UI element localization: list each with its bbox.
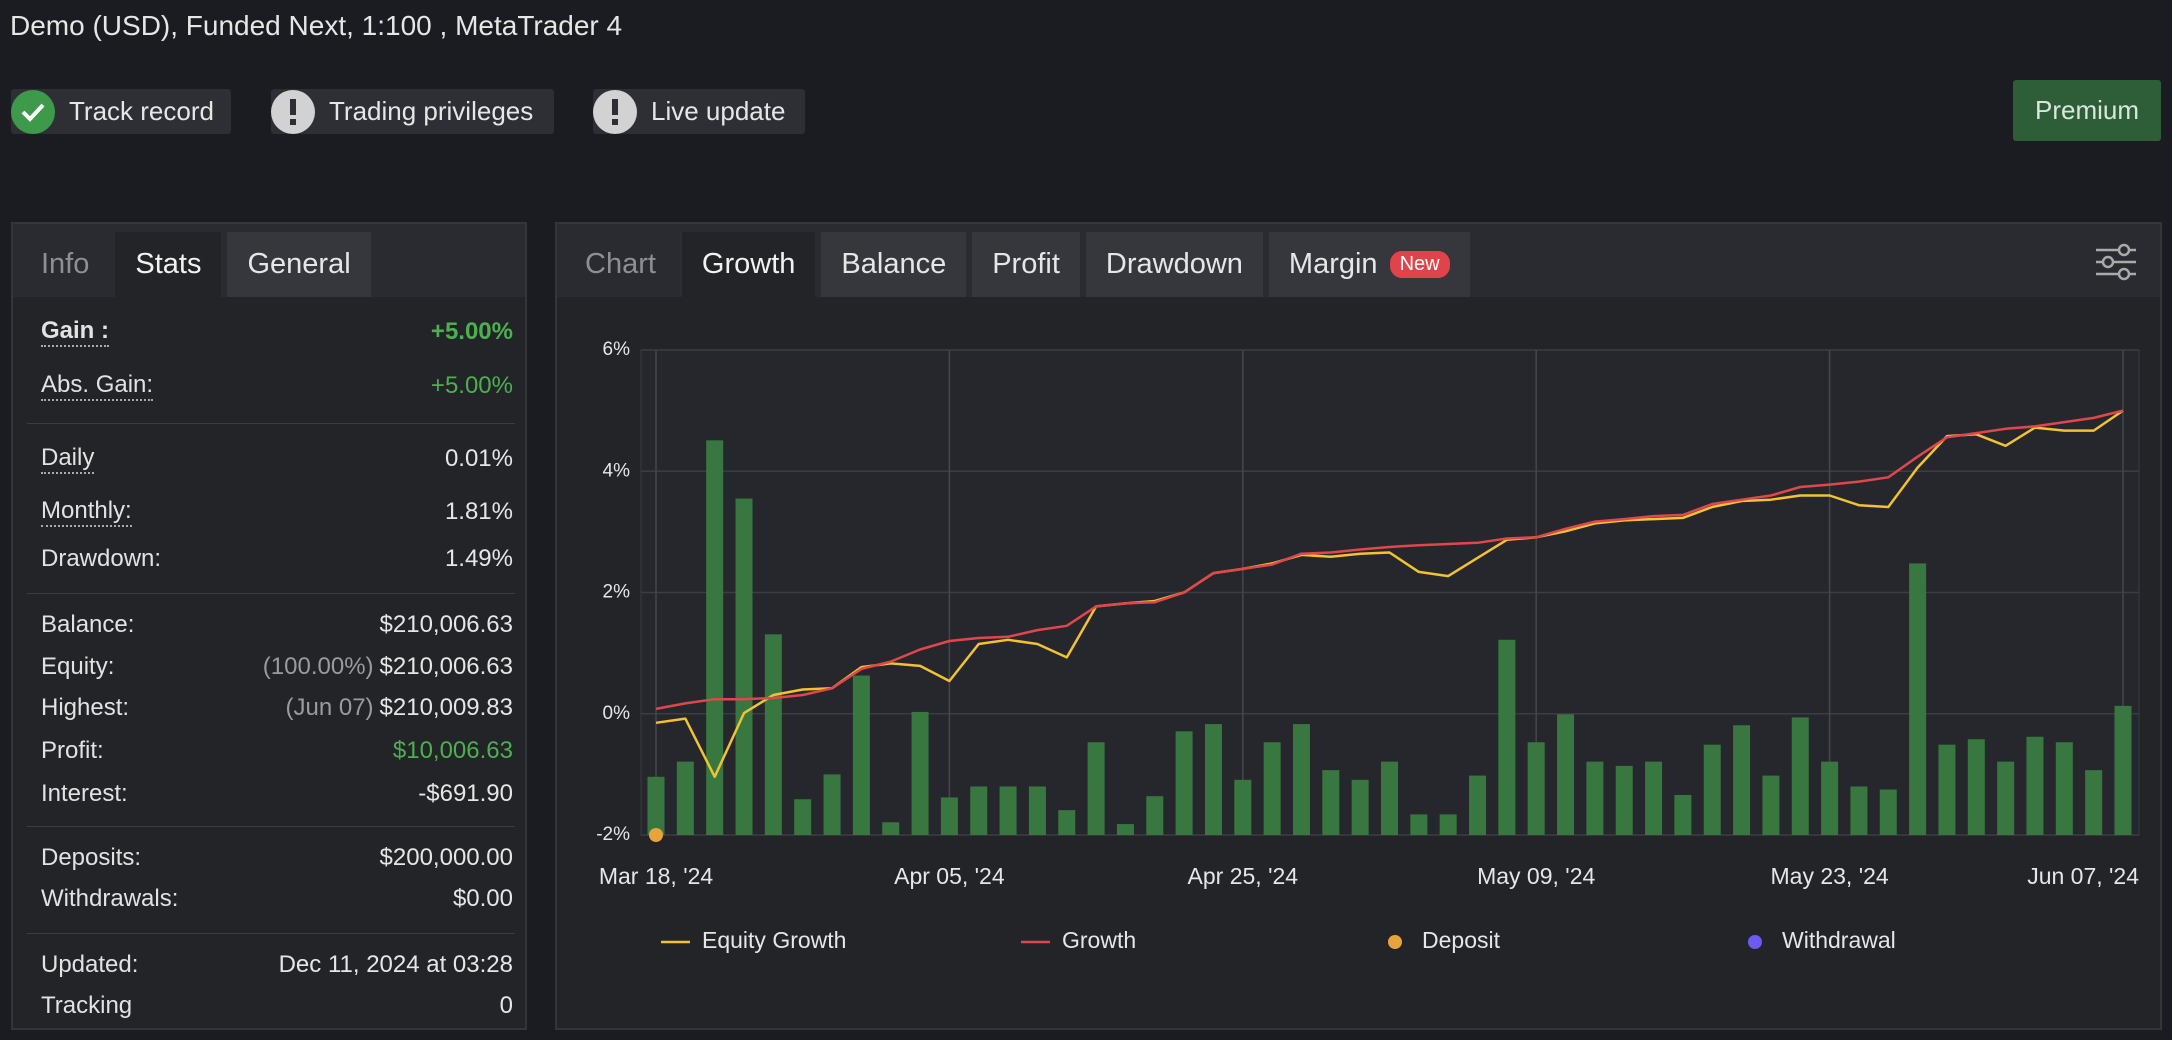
badge: Live update	[593, 89, 805, 134]
stat-value: $0.00	[452, 885, 513, 912]
badge-label: Trading privileges	[329, 96, 534, 126]
settings-icon[interactable]	[2094, 242, 2138, 282]
stat-value: Dec 11, 2024 at 03:28	[278, 951, 513, 978]
stat-value-wrap: 0.01%	[445, 445, 513, 473]
tab[interactable]: Stats	[115, 232, 222, 297]
stat-value: 1.81%	[444, 498, 513, 525]
stat-label: Tracking	[41, 992, 133, 1019]
tab-label: Profit	[992, 248, 1060, 280]
stat-value: +5.00%	[430, 372, 513, 399]
stat-value-wrap: $210,006.63	[380, 611, 513, 639]
badge-icon	[593, 89, 637, 134]
stat-label: Gain :	[41, 317, 110, 347]
badge-label: Track record	[69, 96, 214, 126]
stat-label: Interest:	[41, 780, 128, 807]
tab-label: Growth	[701, 248, 796, 280]
stat-note: (Jun 07)	[285, 694, 374, 721]
stat-label: Updated:	[41, 951, 139, 978]
stat-value-wrap: +5.00%	[431, 372, 513, 400]
stats-tabs: Info Stats General	[13, 224, 525, 297]
stat-label: Daily	[41, 444, 95, 474]
stat-value: 0.01%	[444, 445, 513, 472]
stat-label: Drawdown:	[41, 545, 162, 572]
stat-label: Monthly:	[41, 497, 132, 527]
stat-row: Tracking 0	[41, 989, 513, 1023]
tab-label: Info	[41, 248, 90, 280]
badge: Trading privileges	[271, 89, 554, 134]
tab[interactable]: Info	[21, 232, 109, 297]
stat-row: Interest: -$691.90	[41, 777, 513, 811]
stat-row: Gain : +5.00%	[41, 315, 513, 349]
stat-row: Highest: (Jun 07) $210,009.83	[41, 691, 513, 725]
tab-label: Stats	[135, 248, 202, 280]
stat-value-wrap: $0.00	[453, 885, 513, 913]
stat-value: 1.49%	[444, 545, 513, 572]
badge: Track record	[11, 89, 231, 134]
stat-row: Deposits: $200,000.00	[41, 841, 513, 875]
stats-panel: Info Stats General Gain : +5.00% Abs. Gain: +…	[11, 222, 527, 1030]
stat-value-wrap: $200,000.00	[380, 844, 513, 872]
tab-label: Margin	[1288, 248, 1378, 280]
tab-label: Chart	[585, 248, 656, 280]
stat-label: Profit:	[41, 737, 104, 764]
badge-label: Live update	[651, 96, 786, 126]
stat-row: Equity: (100.00%) $210,006.63	[41, 650, 513, 684]
stat-row: Withdrawals: $0.00	[41, 882, 513, 916]
stat-row: Balance: $210,006.63	[41, 608, 513, 642]
stat-label: Deposits:	[41, 844, 142, 871]
stat-label: Highest:	[41, 694, 130, 721]
stat-value-wrap: +5.00%	[431, 318, 513, 346]
badge-icon	[271, 89, 315, 134]
stat-value: $210,009.83	[379, 694, 513, 721]
stat-value: -$691.90	[418, 780, 513, 807]
separator	[27, 423, 515, 424]
chart-tabs: Chart Growth Balance Profit Drawdown Margin Ne…	[557, 224, 2160, 297]
stat-value-wrap: Dec 11, 2024 at 03:28	[279, 951, 513, 979]
stat-row: Abs. Gain: +5.00%	[41, 369, 513, 403]
stat-value-wrap: (100.00%) $210,006.63	[263, 653, 513, 681]
tab[interactable]: Drawdown	[1085, 232, 1263, 297]
premium-button[interactable]: Premium	[2013, 80, 2161, 141]
chart-panel: Chart Growth Balance Profit Drawdown Margin Ne…	[555, 222, 2162, 1030]
stat-value-wrap: $10,006.63	[393, 737, 513, 765]
stat-label: Withdrawals:	[41, 885, 179, 912]
stat-label: Balance:	[41, 611, 135, 638]
stat-value: $10,006.63	[392, 737, 513, 764]
stat-value-wrap: (Jun 07) $210,009.83	[285, 694, 513, 722]
tab-label: General	[247, 248, 351, 280]
separator	[27, 826, 515, 827]
separator	[27, 933, 515, 934]
tab[interactable]: Profit	[972, 232, 1080, 297]
stat-value: 0	[499, 992, 513, 1019]
tab[interactable]: General	[227, 232, 371, 297]
stat-row: Monthly: 1.81%	[41, 495, 513, 529]
tab[interactable]: Growth	[681, 232, 816, 297]
separator	[27, 593, 515, 594]
stat-value-wrap: 1.49%	[445, 545, 513, 573]
tab[interactable]: Margin New	[1268, 232, 1470, 297]
tab-label: Drawdown	[1105, 248, 1243, 280]
stat-value: $210,006.63	[379, 653, 513, 680]
stat-label: Equity:	[41, 653, 115, 680]
stat-row: Daily 0.01%	[41, 442, 513, 476]
tab[interactable]: Balance	[821, 232, 967, 297]
stat-row: Updated: Dec 11, 2024 at 03:28	[41, 948, 513, 982]
stat-value: +5.00%	[430, 318, 513, 345]
stat-row: Drawdown: 1.49%	[41, 542, 513, 576]
badge-icon	[11, 89, 55, 134]
stat-row: Profit: $10,006.63	[41, 734, 513, 768]
stat-label: Abs. Gain:	[41, 371, 154, 401]
tab[interactable]: Chart	[565, 232, 676, 297]
stat-value-wrap: 0	[500, 992, 513, 1020]
tab-label: Balance	[841, 248, 947, 280]
stat-value: $210,006.63	[379, 611, 513, 638]
stat-note: (100.00%)	[262, 653, 374, 680]
stat-value: $200,000.00	[379, 844, 513, 871]
account-title: Demo (USD), Funded Next, 1:100 , MetaTra…	[10, 10, 623, 41]
stat-value-wrap: -$691.90	[418, 780, 513, 808]
new-badge: New	[1389, 251, 1450, 278]
stat-value-wrap: 1.81%	[445, 498, 513, 526]
